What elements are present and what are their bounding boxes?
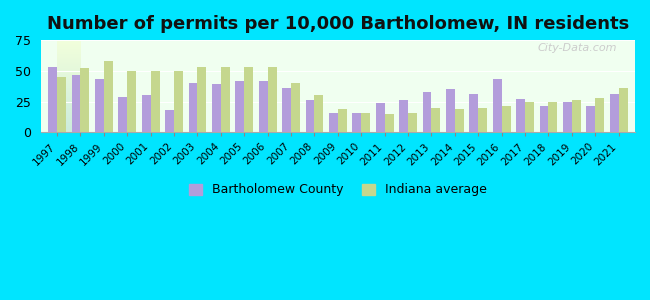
Bar (469, 94, 478, 132)
Bar (376, 103, 385, 132)
Bar (315, 95, 323, 132)
Bar (516, 99, 525, 132)
Bar (188, 83, 198, 132)
Title: Number of permits per 10,000 Bartholomew, IN residents: Number of permits per 10,000 Bartholomew… (47, 15, 629, 33)
Bar (48, 67, 57, 132)
Bar (493, 80, 502, 132)
Bar (478, 108, 487, 132)
Bar (619, 88, 627, 132)
Bar (502, 106, 510, 132)
Bar (268, 67, 276, 132)
Bar (446, 89, 455, 132)
Bar (329, 112, 338, 132)
Bar (104, 61, 113, 132)
Bar (572, 100, 580, 132)
Bar (338, 109, 346, 132)
Bar (361, 112, 370, 132)
Bar (385, 114, 393, 132)
Bar (422, 92, 432, 132)
Bar (151, 71, 160, 132)
Bar (540, 106, 549, 132)
Bar (127, 71, 136, 132)
Bar (235, 81, 244, 132)
Bar (165, 110, 174, 132)
Bar (95, 80, 104, 132)
Bar (549, 101, 557, 132)
Bar (306, 100, 315, 132)
Bar (72, 74, 81, 132)
Bar (399, 100, 408, 132)
Bar (563, 101, 572, 132)
Bar (81, 68, 90, 132)
Bar (57, 77, 66, 132)
Bar (455, 109, 463, 132)
Bar (198, 67, 206, 132)
Bar (259, 81, 268, 132)
Bar (244, 67, 253, 132)
Bar (408, 112, 417, 132)
Bar (282, 88, 291, 132)
Bar (595, 98, 604, 132)
Bar (174, 71, 183, 132)
Text: City-Data.com: City-Data.com (538, 43, 617, 53)
Bar (525, 101, 534, 132)
Bar (221, 67, 229, 132)
Bar (142, 95, 151, 132)
Legend: Bartholomew County, Indiana average: Bartholomew County, Indiana average (183, 177, 493, 203)
Bar (610, 94, 619, 132)
Bar (118, 97, 127, 132)
Bar (212, 84, 221, 132)
Bar (432, 108, 440, 132)
Bar (291, 83, 300, 132)
Bar (586, 106, 595, 132)
Bar (352, 112, 361, 132)
